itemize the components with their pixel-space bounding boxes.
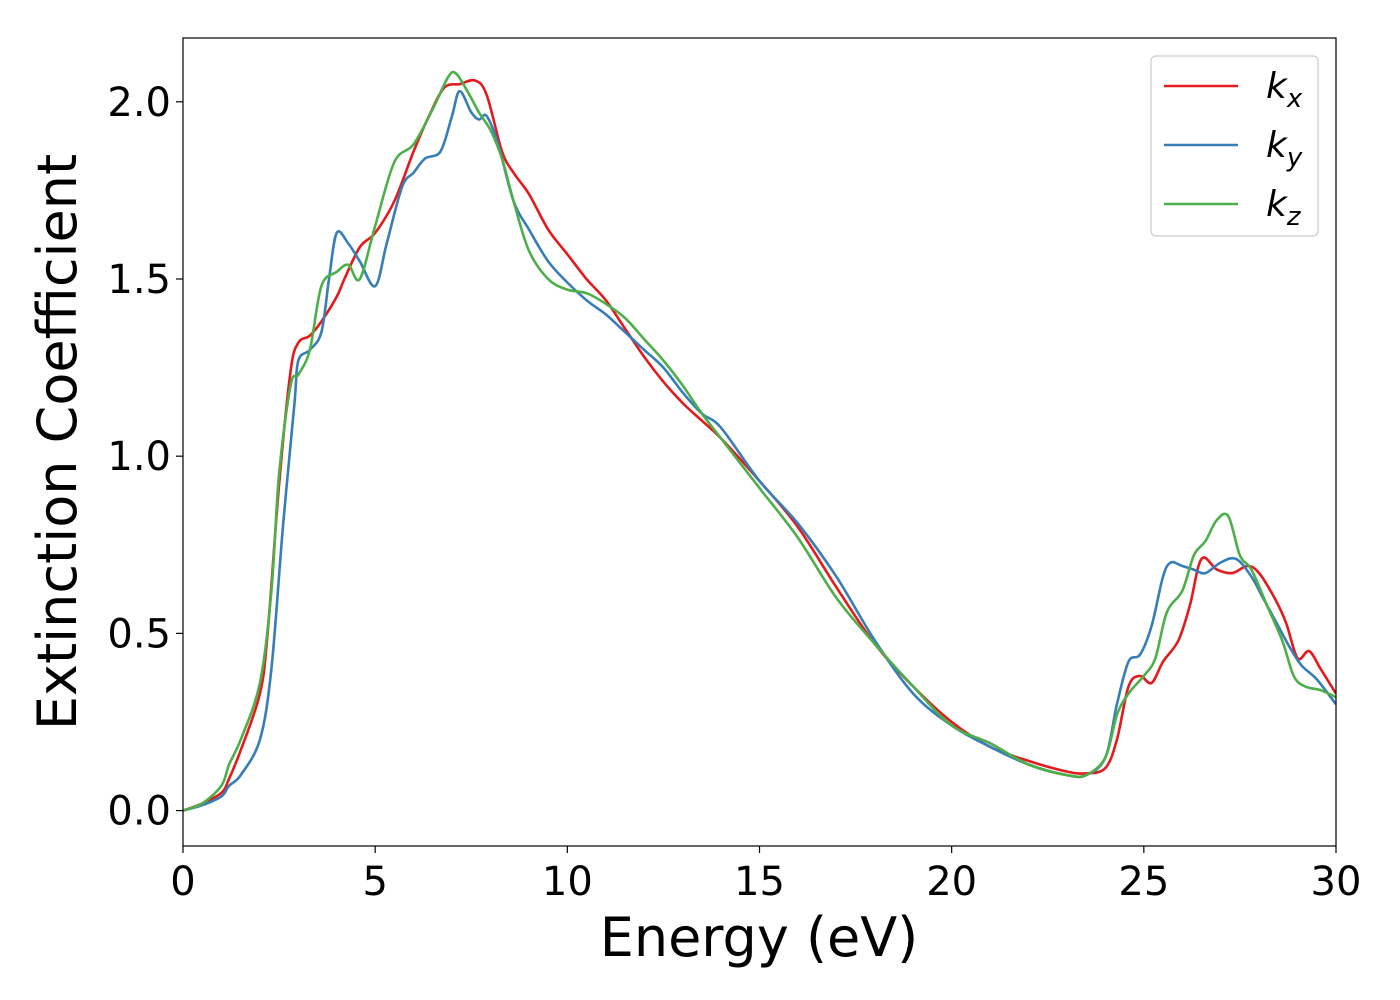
y-axis-label: Extinction Coefficient [26, 154, 89, 730]
legend-label-ky: ky [1266, 125, 1303, 173]
legend-label-kz: kz [1266, 184, 1302, 232]
y-tick-label: 1.5 [107, 257, 171, 303]
legend-label-kx: kx [1266, 66, 1303, 114]
x-tick-label: 25 [1118, 859, 1169, 905]
plot-lines [183, 70, 1336, 812]
series-line-ky [183, 89, 1336, 812]
x-tick-label: 5 [362, 859, 387, 905]
x-tick-label: 20 [926, 859, 977, 905]
y-tick-label: 0.5 [107, 611, 171, 657]
x-tick-label: 0 [170, 859, 195, 905]
legend: kx ky kz [1150, 55, 1319, 237]
y-tick-label: 2.0 [107, 80, 171, 126]
y-tick-label: 1.0 [107, 434, 171, 480]
series-line-kz [183, 70, 1336, 812]
x-tick-label: 15 [734, 859, 785, 905]
x-axis: 0 5 10 15 20 25 30 [170, 846, 1361, 905]
x-axis-label: Energy (eV) [600, 906, 919, 969]
x-tick-label: 30 [1311, 859, 1362, 905]
y-axis: 0.0 0.5 1.0 1.5 2.0 [107, 80, 183, 835]
series-line-kx [183, 78, 1336, 812]
x-tick-label: 10 [542, 859, 593, 905]
y-tick-label: 0.0 [107, 789, 171, 835]
